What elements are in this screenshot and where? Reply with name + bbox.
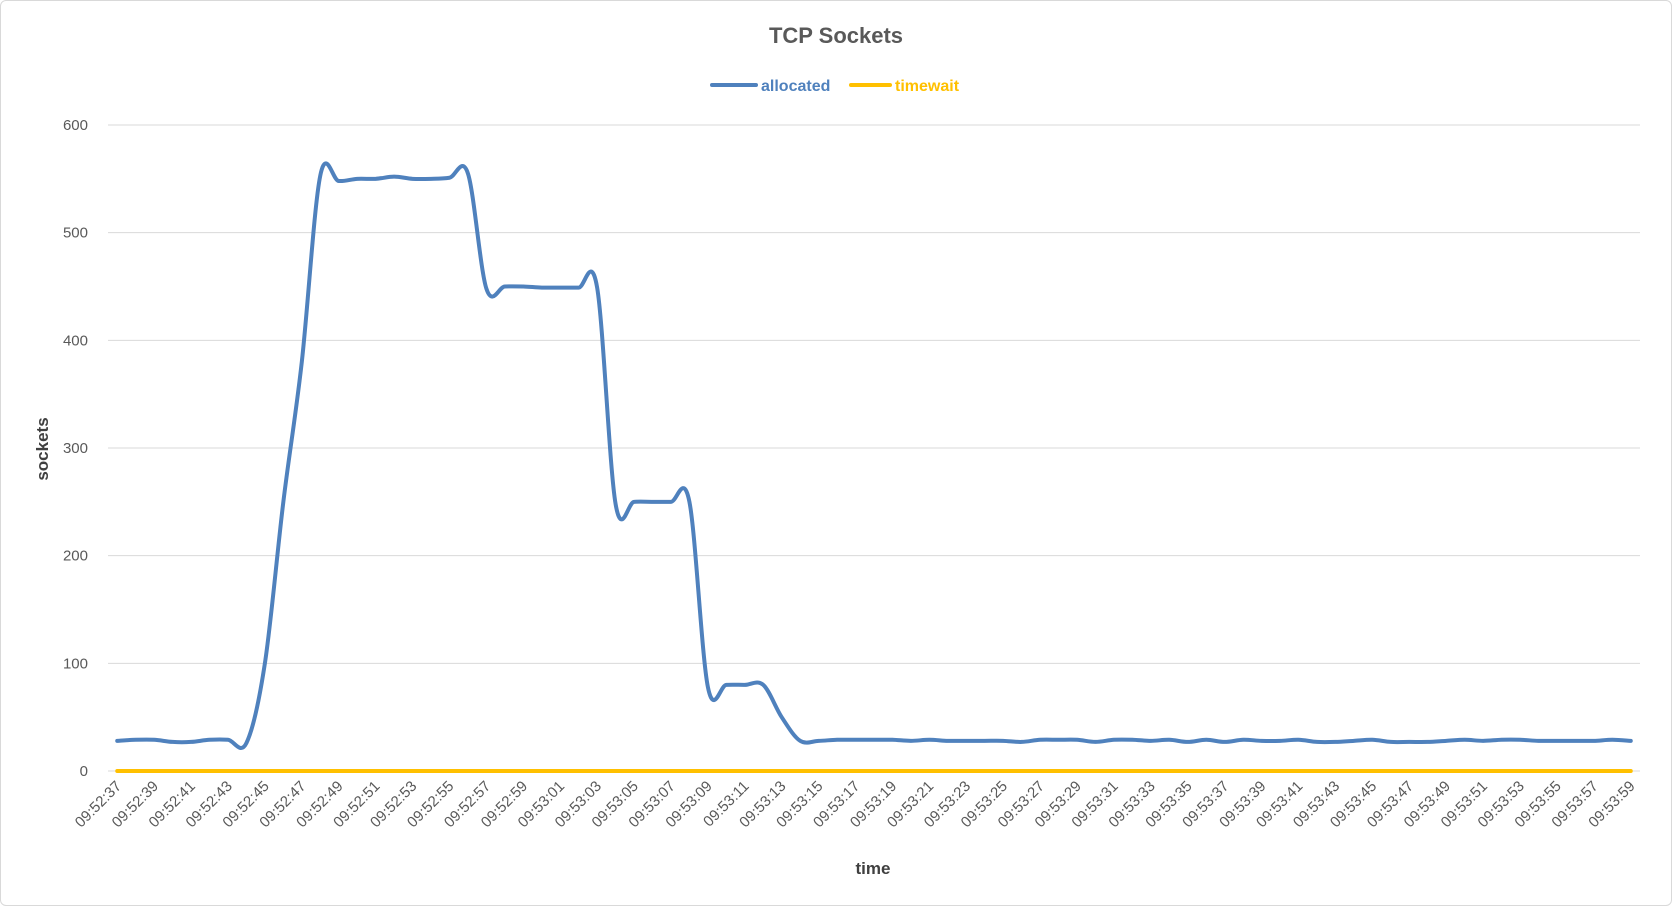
x-axis-title: time [856,859,891,878]
y-tick-label: 600 [63,117,88,134]
y-tick-label: 400 [63,332,88,349]
y-tick-label: 200 [63,548,88,565]
y-axis-title: sockets [33,417,52,480]
y-axis-tick-labels: 0 100 200 300 400 500 600 [63,117,88,780]
x-axis-tick-labels: 09:52:3709:52:3909:52:4109:52:4309:52:45… [72,778,1639,831]
legend-label-timewait: timewait [895,78,960,95]
chart-title: TCP Sockets [769,23,903,48]
legend-label-allocated: allocated [761,78,830,95]
y-tick-label: 300 [63,440,88,457]
y-tick-label: 500 [63,225,88,242]
series-line-allocated [115,161,1633,750]
legend: allocated timewait [710,78,960,95]
y-tick-label: 0 [80,763,88,780]
y-tick-label: 100 [63,655,88,672]
gridlines [108,124,1640,772]
series-lines [115,161,1633,774]
